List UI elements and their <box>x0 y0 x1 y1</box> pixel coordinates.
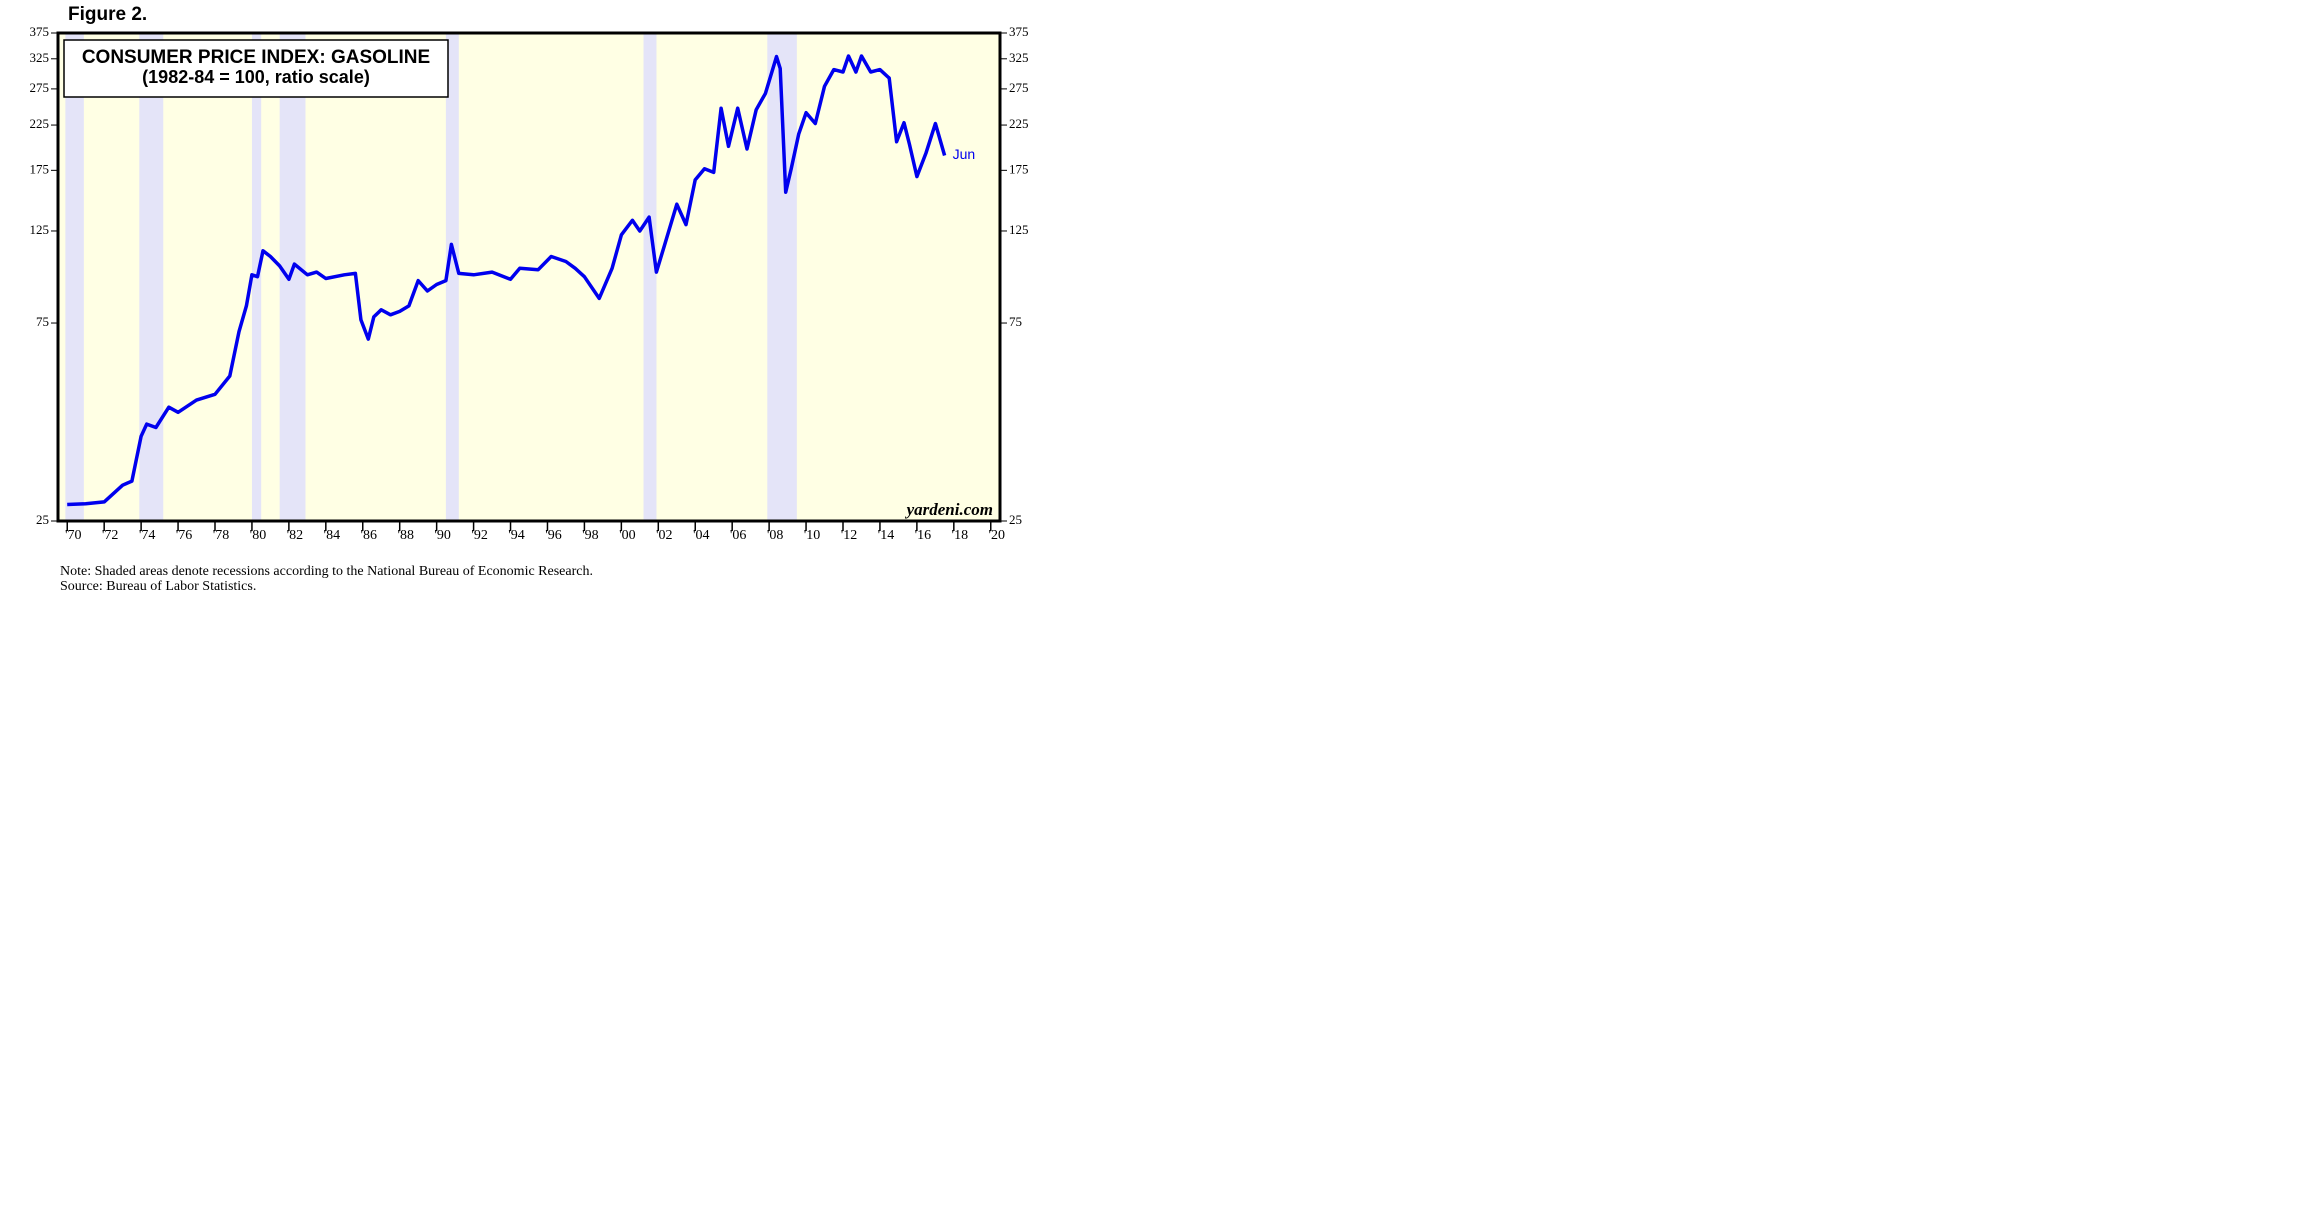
x-tick-label: '80 <box>250 528 267 543</box>
x-tick-label: '82 <box>287 528 304 543</box>
y-tick-label: 375 <box>30 24 50 39</box>
note: Note: Shaded areas denote recessions acc… <box>60 564 593 579</box>
x-tick-label: '94 <box>508 528 525 543</box>
x-tick-label: '18 <box>952 528 969 543</box>
recession-band <box>643 33 657 521</box>
plot-background <box>58 33 1000 521</box>
x-tick-label: '10 <box>804 528 821 543</box>
x-tick-label: '70 <box>65 528 82 543</box>
x-tick-label: '84 <box>324 528 341 543</box>
y-tick-label: 75 <box>1009 314 1022 329</box>
annotation: Jun <box>953 146 976 162</box>
y-tick-label: 75 <box>36 314 49 329</box>
x-tick-label: '14 <box>878 528 895 543</box>
y-tick-label: 25 <box>1009 512 1022 527</box>
chart-subtitle: (1982-84 = 100, ratio scale) <box>142 67 370 87</box>
x-tick-label: '20 <box>988 528 1005 543</box>
recession-band <box>65 33 84 521</box>
title-box <box>63 39 449 98</box>
x-tick-label: '72 <box>102 528 119 543</box>
source: Source: Bureau of Labor Statistics. <box>60 579 256 594</box>
x-tick-label: '86 <box>360 528 377 543</box>
x-tick-label: '04 <box>693 528 710 543</box>
x-tick-label: '12 <box>841 528 858 543</box>
y-tick-label: 275 <box>1009 80 1029 95</box>
y-tick-label: 325 <box>1009 50 1029 65</box>
y-tick-label: 375 <box>1009 24 1029 39</box>
y-tick-label: 225 <box>1009 116 1029 131</box>
x-tick-label: '78 <box>213 528 230 543</box>
x-tick-label: '96 <box>545 528 562 543</box>
x-tick-label: '16 <box>915 528 932 543</box>
recession-band <box>445 33 459 521</box>
x-tick-label: '92 <box>471 528 488 543</box>
recession-band <box>139 33 164 521</box>
y-tick-label: 225 <box>30 116 50 131</box>
x-tick-label: '76 <box>176 528 193 543</box>
data-line <box>67 54 947 507</box>
x-tick-label: '88 <box>397 528 414 543</box>
y-tick-label: 175 <box>1009 161 1029 176</box>
chart-title: CONSUMER PRICE INDEX: GASOLINE <box>82 47 430 68</box>
x-tick-label: '98 <box>582 528 599 543</box>
plot-area <box>51 31 1007 531</box>
x-tick-label: '00 <box>619 528 636 543</box>
y-tick-label: 125 <box>30 222 50 237</box>
watermark: yardeni.com <box>905 500 993 519</box>
recession-band <box>279 33 306 521</box>
x-tick-label: '90 <box>434 528 451 543</box>
plot-frame <box>56 31 1002 523</box>
y-tick-label: 275 <box>30 80 50 95</box>
figure-label: Figure 2. <box>68 4 147 25</box>
x-tick-label: '08 <box>767 528 784 543</box>
x-tick-label: '02 <box>656 528 673 543</box>
x-tick-label: '74 <box>139 528 156 543</box>
x-tick-label: '06 <box>730 528 747 543</box>
y-tick-label: 125 <box>1009 222 1029 237</box>
y-tick-label: 25 <box>36 512 49 527</box>
y-tick-label: 325 <box>30 50 50 65</box>
y-tick-label: 175 <box>30 161 50 176</box>
